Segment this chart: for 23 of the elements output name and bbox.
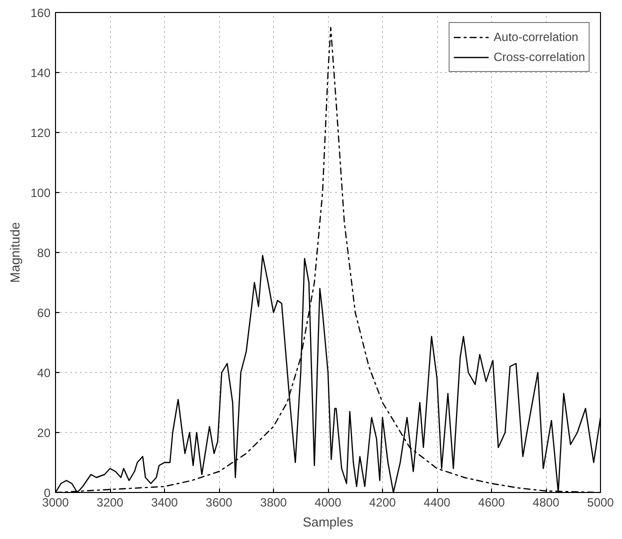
x-tick-label: 3800 [260, 496, 288, 510]
y-tick-label: 140 [30, 66, 51, 80]
y-tick-label: 40 [37, 366, 51, 380]
y-tick-label: 20 [37, 426, 51, 440]
x-tick-label: 4400 [424, 496, 451, 510]
y-tick-label: 120 [30, 126, 51, 140]
y-axis-title: Magnitude [7, 222, 22, 283]
y-tick-label: 160 [30, 6, 51, 20]
y-tick-label: 60 [37, 306, 51, 320]
x-tick-label: 3000 [42, 496, 70, 510]
x-tick-label: 4600 [478, 496, 506, 510]
x-tick-label: 5000 [587, 496, 614, 510]
legend-label: Cross-correlation [494, 50, 585, 64]
x-tick-label: 3600 [206, 496, 233, 510]
x-tick-label: 4800 [532, 496, 560, 510]
x-tick-label: 4200 [369, 496, 396, 510]
x-tick-label: 4000 [314, 496, 342, 510]
y-tick-label: 100 [30, 186, 51, 200]
x-tick-label: 3200 [96, 496, 124, 510]
y-tick-label: 80 [37, 246, 51, 260]
legend-label: Auto-correlation [494, 30, 578, 44]
x-tick-label: 3400 [151, 496, 178, 510]
x-axis-title: Samples [302, 514, 354, 530]
